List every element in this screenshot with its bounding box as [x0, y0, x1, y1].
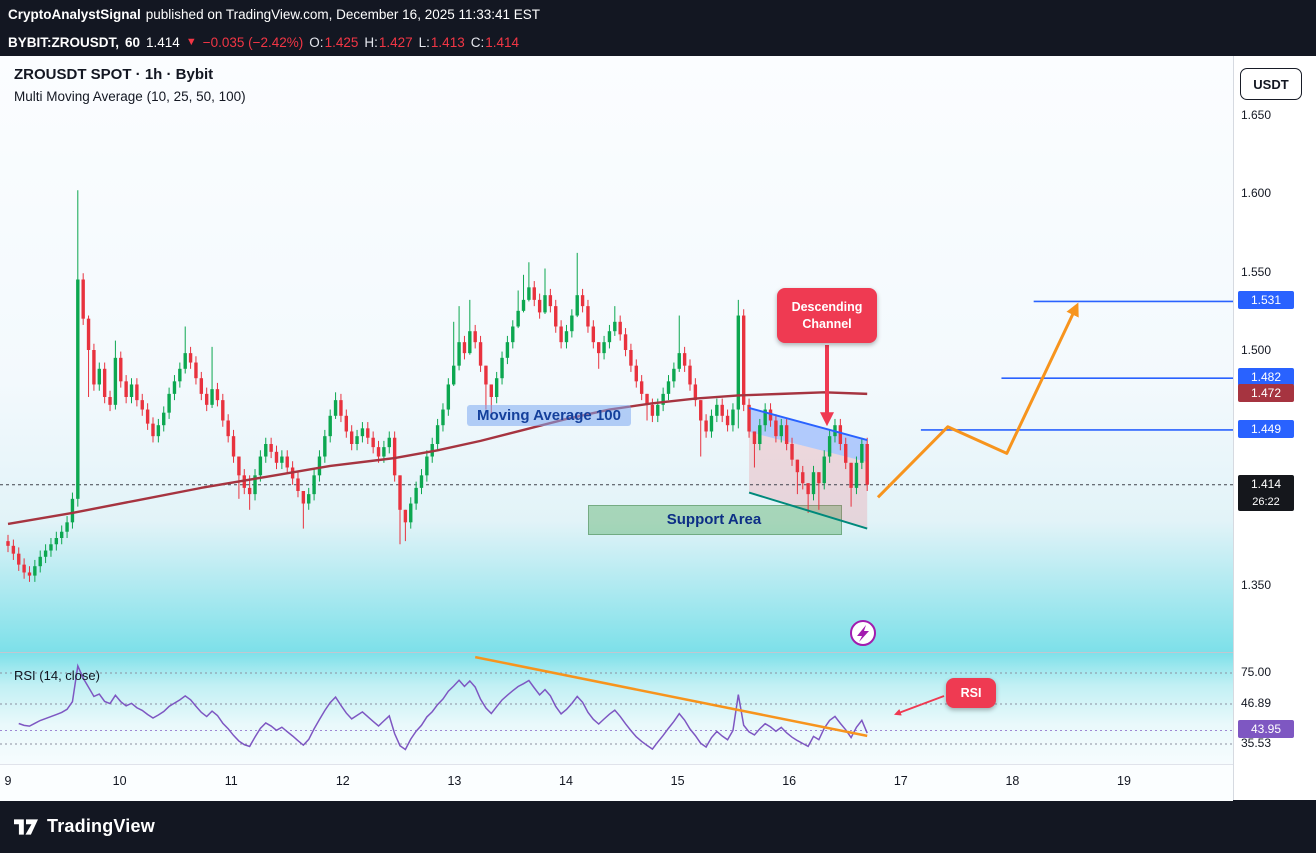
time-label: 14	[559, 774, 573, 788]
last-price-value: 1.414	[1250, 476, 1282, 491]
high-label: H:	[364, 34, 378, 50]
low-value: 1.413	[430, 34, 465, 50]
rsi-pane-background	[0, 652, 1233, 764]
open-label: O:	[309, 34, 324, 50]
price-tick-label: 1.500	[1241, 343, 1272, 357]
rsi-level-label: 35.53	[1241, 736, 1272, 750]
open-value: 1.425	[324, 34, 359, 50]
publish-bar: CryptoAnalystSignal published on Trading…	[0, 0, 1316, 28]
publisher-name: CryptoAnalystSignal	[8, 6, 141, 22]
close-value: 1.414	[485, 34, 520, 50]
price-tick-label: 1.600	[1241, 186, 1272, 201]
time-label: 15	[670, 774, 685, 788]
time-label: 19	[1117, 774, 1131, 788]
price-badge: 1.472	[1238, 383, 1294, 402]
rsi-callout: RSI	[946, 678, 996, 708]
time-label: 16	[782, 774, 797, 788]
chart-title-legend: ZROUSDT SPOT · 1h · Bybit	[14, 66, 214, 83]
pane-separator[interactable]	[0, 652, 1316, 653]
low-label: L:	[418, 34, 430, 50]
bar-countdown: 26:22	[1252, 495, 1280, 508]
price-badge: 1.531	[1238, 291, 1294, 310]
main-pane-background	[0, 56, 1233, 652]
interval-label: 60	[125, 34, 141, 50]
time-label: 9	[4, 774, 12, 788]
price-lines-layer	[0, 300, 1233, 486]
boost-lightning-icon[interactable]	[850, 620, 876, 646]
high-value: 1.427	[378, 34, 413, 50]
price-tick-label: 1.650	[1241, 108, 1272, 122]
tradingview-brand[interactable]: TradingView	[47, 816, 155, 836]
time-label: 12	[335, 774, 350, 788]
last-price-badge: 1.414 26:22	[1238, 474, 1294, 511]
price-badge: 1.449	[1238, 419, 1294, 438]
support-area-box	[588, 505, 842, 535]
price-badge: 1.482	[1238, 368, 1294, 387]
support-area-label: Support Area	[666, 510, 762, 528]
chart-canvas[interactable]	[0, 56, 1233, 800]
last-price: 1.414	[146, 34, 180, 50]
time-label: 11	[224, 774, 238, 788]
rsi-level-label: 46.89	[1241, 696, 1272, 710]
currency-toggle-button[interactable]: USDT	[1240, 68, 1302, 100]
moving-average-layer	[7, 391, 868, 526]
rsi-pane-legend: RSI (14, close)	[14, 668, 100, 683]
direction-down-icon: ▼	[185, 36, 197, 48]
time-label: 13	[447, 774, 462, 788]
tradingview-logo-icon[interactable]	[14, 816, 38, 838]
moving-average-100-label: Moving Average 100	[467, 405, 631, 426]
publish-info: published on TradingView.com, December 1…	[145, 6, 541, 22]
drawings-layer	[748, 302, 1079, 530]
price-axis[interactable]: USDT 1.650 1.600 1.550 1.500 1.350 1.531 1.482…	[1233, 56, 1316, 800]
symbol-name: BYBIT:ZROUSDT,	[8, 34, 119, 50]
price-tick-label: 1.350	[1241, 578, 1272, 592]
rsi-level-label: 75.00	[1241, 665, 1272, 679]
chart-area[interactable]: 9 10 11 12 13 14 15 16 17 18 19 ZROUSDT SPOT · 1h …	[0, 56, 1316, 801]
footer-bar: TradingView	[0, 800, 1316, 853]
descending-channel-callout: Descending Channel	[777, 288, 877, 343]
rsi-layer	[0, 655, 1233, 751]
close-label: C:	[470, 34, 485, 50]
time-label: 18	[1005, 774, 1020, 788]
time-label: 10	[112, 774, 127, 788]
lightning-bolt-glyph	[857, 625, 869, 642]
rsi-value-badge: 43.95	[1238, 720, 1294, 739]
indicator-legend: Multi Moving Average (10, 25, 50, 100)	[14, 89, 246, 104]
time-axis[interactable]: 9 10 11 12 13 14 15 16 17 18 19	[0, 764, 1233, 801]
channel-fill-layer	[749, 407, 868, 529]
price-tick-label: 1.550	[1241, 264, 1272, 279]
symbol-bar: BYBIT:ZROUSDT, 60 1.414 ▼ −0.035 (−2.42%…	[0, 28, 1316, 56]
price-change: −0.035 (−2.42%)	[202, 34, 304, 50]
time-label: 17	[893, 774, 908, 788]
